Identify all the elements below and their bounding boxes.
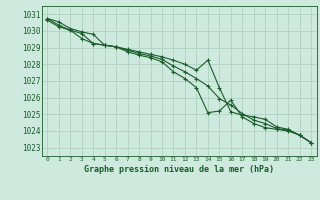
X-axis label: Graphe pression niveau de la mer (hPa): Graphe pression niveau de la mer (hPa) [84, 165, 274, 174]
